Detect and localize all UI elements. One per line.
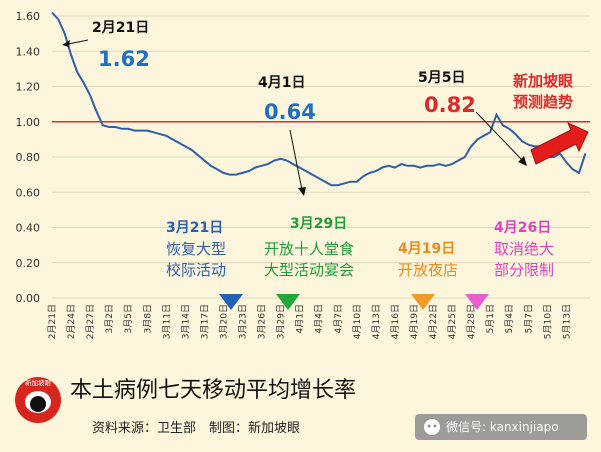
forecast-line-1: 新加坡眼 — [513, 72, 573, 90]
logo-text: 新加坡眼 — [25, 378, 52, 387]
event-text-line: 大型活动宴会 — [264, 261, 354, 279]
y-tick-label: 1.60 — [16, 10, 41, 23]
event-text-line: 开放夜店 — [398, 261, 458, 279]
x-tick-label: 5月10日 — [542, 304, 553, 339]
y-tick-label: 0.20 — [16, 257, 41, 270]
wechat-badge: 微信号: kanxinjiapo — [415, 414, 587, 440]
x-tick-label: 2月21日 — [47, 304, 58, 339]
x-tick-label: 3月26日 — [257, 304, 268, 339]
x-tick-label: 4月1日 — [295, 304, 306, 333]
event-date: 4月19日 — [398, 241, 455, 257]
event-marker-icon — [219, 294, 243, 310]
footer-title: 本土病例七天移动平均增长率 — [70, 378, 356, 403]
annotation-date: 5月5日 — [418, 70, 465, 86]
wechat-icon — [424, 419, 440, 435]
event-date: 3月29日 — [290, 216, 347, 232]
x-tick-label: 4月7日 — [333, 304, 344, 333]
wechat-id: 微信号: kanxinjiapo — [446, 420, 559, 434]
x-tick-label: 3月11日 — [161, 304, 172, 339]
forecast-arrow-icon — [530, 122, 589, 165]
event-text-line: 取消绝大 — [494, 240, 554, 258]
event-marker-icon — [465, 294, 489, 310]
x-tick-label: 5月4日 — [504, 304, 515, 333]
x-tick-label: 3月2日 — [104, 304, 115, 333]
y-tick-label: 1.00 — [16, 116, 41, 129]
x-tick-label: 4月22日 — [428, 304, 439, 339]
event-text-line: 部分限制 — [494, 261, 554, 279]
y-tick-label: 0.60 — [16, 186, 41, 199]
x-tick-label: 3月5日 — [123, 304, 134, 333]
event-marker-icon — [411, 294, 435, 310]
x-tick-label: 4月4日 — [314, 304, 325, 333]
event-mar29: 3月29日 开放十人堂食 大型活动宴会 — [264, 216, 354, 310]
logo: 新加坡眼 — [15, 377, 61, 423]
x-tick-label: 2月27日 — [85, 304, 96, 339]
x-tick-label: 5月7日 — [523, 304, 534, 333]
event-mar21: 3月21日 恢复大型 校际活动 — [166, 220, 243, 310]
x-tick-label: 4月28日 — [466, 304, 477, 339]
event-apr26: 4月26日 取消绝大 部分限制 — [465, 220, 554, 310]
annotation-feb21: 2月21日 1.62 — [62, 20, 150, 71]
forecast-label: 新加坡眼 预测趋势 — [513, 72, 573, 111]
event-text-line: 校际活动 — [166, 261, 226, 279]
annotation-date: 2月21日 — [92, 20, 149, 36]
event-date: 3月21日 — [166, 220, 223, 236]
y-tick-label: 1.20 — [16, 81, 41, 94]
x-tick-label: 4月25日 — [447, 304, 458, 339]
event-text-line: 恢复大型 — [166, 240, 226, 258]
x-tick-label: 3月17日 — [199, 304, 210, 339]
y-tick-label: 0.00 — [16, 292, 41, 305]
annotation-value: 0.82 — [424, 93, 476, 117]
forecast-line-2: 预测趋势 — [513, 93, 573, 111]
x-tick-label: 3月8日 — [142, 304, 153, 333]
x-tick-label: 3月29日 — [276, 304, 287, 339]
x-tick-label: 4月10日 — [352, 304, 363, 339]
footer-source: 资料来源：卫生部 制图：新加坡眼 — [92, 420, 300, 436]
y-tick-label: 0.80 — [16, 151, 41, 164]
x-tick-label: 3月20日 — [218, 304, 229, 339]
x-tick-label: 4月16日 — [390, 304, 401, 339]
x-tick-label: 4月19日 — [409, 304, 420, 339]
annotation-may5: 5月5日 0.82 — [418, 70, 527, 166]
annotation-value: 0.64 — [264, 100, 316, 124]
event-marker-icon — [276, 294, 300, 310]
x-tick-label: 5月1日 — [485, 304, 496, 333]
y-axis-ticks: 0.00 0.20 0.40 0.60 0.80 1.00 1.20 1.40 1.60 — [16, 10, 41, 305]
x-axis-ticks: 2月21日 2月24日 2月27日 3月2日 3月5日 3月8日 3月11日 3月14日 3月1… — [47, 304, 572, 339]
x-tick-label: 3月23日 — [238, 304, 249, 339]
y-tick-label: 1.40 — [16, 45, 41, 58]
x-tick-label: 4月13日 — [371, 304, 382, 339]
x-tick-label: 5月13日 — [561, 304, 572, 339]
annotation-apr1: 4月1日 0.64 — [258, 75, 316, 196]
event-date: 4月26日 — [494, 220, 551, 236]
annotation-date: 4月1日 — [258, 75, 305, 91]
annotation-value: 1.62 — [98, 47, 150, 71]
series-line — [51, 11, 587, 187]
x-tick-label: 3月14日 — [180, 304, 191, 339]
x-tick-label: 2月24日 — [66, 304, 77, 339]
y-tick-label: 0.40 — [16, 222, 41, 235]
event-apr19: 4月19日 开放夜店 — [398, 241, 458, 310]
event-text-line: 开放十人堂食 — [264, 240, 354, 258]
